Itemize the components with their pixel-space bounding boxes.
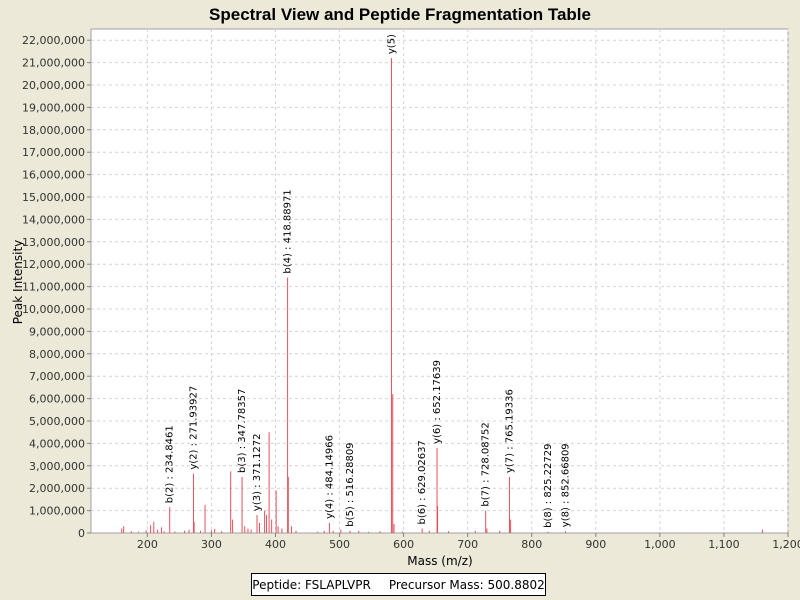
x-tick-label: 1,200 [772,538,800,551]
x-tick-label: 800 [521,538,542,551]
y-tick-label: 10,000,000 [22,303,85,316]
peaks [121,58,763,533]
y-tick-label: 19,000,000 [22,101,85,114]
y-tick-label: 21,000,000 [22,57,85,70]
axes: 0 1,000,000 2,000,000 3,000,000 4,000,000 5,0… [22,34,800,551]
peak-annotation-label: y(4) : 484.14966 [324,435,335,519]
peak-annotation-label: y(7) : 765.19336 [504,389,515,473]
peak-annotation-label: b(7) : 728.08752 [481,422,492,506]
y-tick-label: 1,000,000 [29,505,85,518]
y-tick-label: 12,000,000 [22,258,85,271]
x-tick-label: 600 [393,538,414,551]
y-tick-label: 2,000,000 [29,482,85,495]
y-tick-label: 14,000,000 [22,213,85,226]
peak-annotation-label: b(5) : 516.28809 [345,442,356,526]
grid [91,29,789,533]
spectrum-chart: Spectral View and Peptide Fragmentation … [11,5,800,568]
x-tick-label: 400 [265,538,286,551]
y-tick-label: 20,000,000 [22,79,85,92]
y-tick-label: 22,000,000 [22,34,85,47]
peak-annotation-label: b(4) : 418.88971 [283,189,294,273]
y-tick-label: 9,000,000 [29,325,85,338]
peptide-info-box: Peptide: FSLAPLVPR Precursor Mass: 500.8… [251,573,546,596]
peak-annotation-label: y(3) : 371.1272 [252,434,263,512]
peak-annotation-label: b(8) : 825.22729 [543,444,554,528]
peak-annotation-label: y(6) : 652.17639 [432,360,443,444]
peak-annotation-label: y(5) [386,34,397,54]
peak-annotation-label: b(2) : 234.8461 [165,425,176,503]
y-tick-label: 11,000,000 [22,281,85,294]
x-tick-label: 500 [329,538,350,551]
plot-area [90,28,789,534]
peak-annotations: b(2) : 234.8461 y(2) : 271.93927 b(3) : 34… [165,34,572,528]
peak-annotation-label: b(6) : 629.02637 [417,440,428,524]
y-tick-label: 4,000,000 [29,437,85,450]
peak-annotation-label: y(2) : 271.93927 [188,386,199,470]
y-tick-label: 18,000,000 [22,124,85,137]
x-tick-label: 900 [585,538,606,551]
y-tick-label: 3,000,000 [29,460,85,473]
y-tick-label: 7,000,000 [29,370,85,383]
y-tick-label: 5,000,000 [29,415,85,428]
y-tick-label: 13,000,000 [22,236,85,249]
y-axis-label: Peak Intensity [11,240,25,325]
y-tick-label: 15,000,000 [22,191,85,204]
x-tick-label: 700 [457,538,478,551]
peptide-label: Peptide: FSLAPLVPR [252,577,371,592]
x-tick-label: 300 [201,538,222,551]
x-axis-label: Mass (m/z) [407,554,472,568]
y-tick-label: 6,000,000 [29,393,85,406]
y-tick-label: 16,000,000 [22,169,85,182]
x-tick-label: 1,000 [644,538,676,551]
x-tick-label: 200 [137,538,158,551]
chart-title: Spectral View and Peptide Fragmentation … [209,5,591,24]
y-tick-label: 17,000,000 [22,146,85,159]
peak-annotation-label: y(8) : 852.66809 [560,443,571,527]
peak-annotation-label: b(3) : 347.78357 [237,389,248,473]
x-tick-label: 1,100 [708,538,740,551]
y-tick-label: 8,000,000 [29,348,85,361]
precursor-mass-label: Precursor Mass: 500.8802 [388,577,545,592]
y-tick-label: 0 [78,527,85,540]
